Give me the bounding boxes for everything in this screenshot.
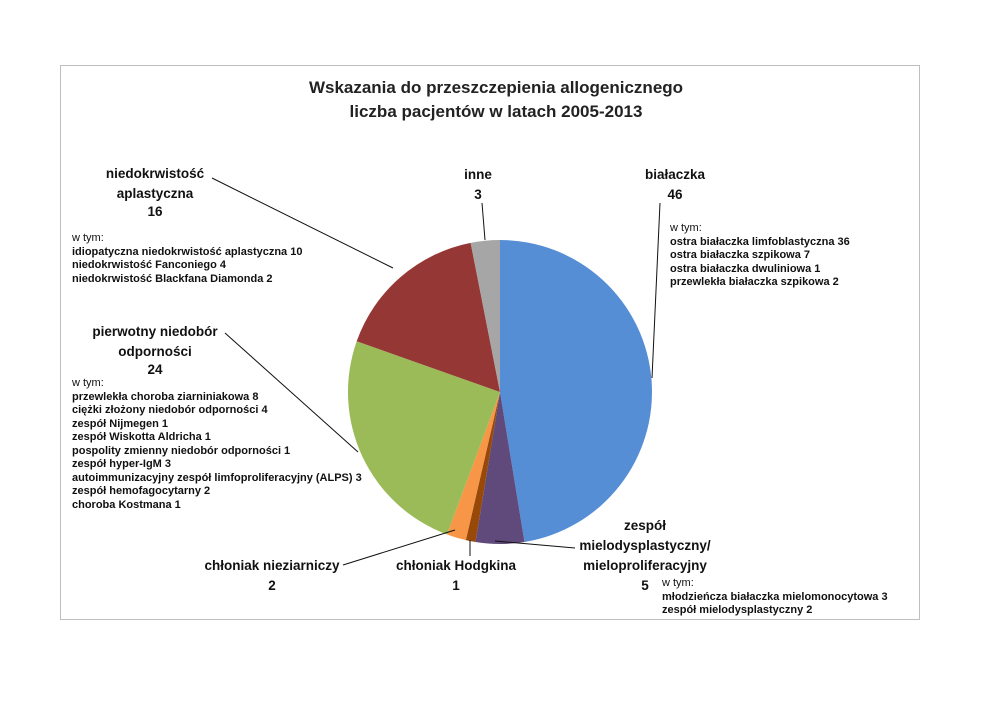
annotation-line: zespół hemofagocytarny 2 (72, 485, 211, 497)
slice-label: zespół mielodysplastyczny/ mieloprolifer… (579, 518, 711, 573)
slice-label: inne (464, 167, 492, 182)
chart-subtitle: liczba pacjentów w latach 2005-2013 (349, 102, 643, 121)
annotation-heading: w tym: (72, 377, 104, 389)
leader-line (211, 177, 394, 269)
annotation-heading: w tym: (72, 232, 104, 244)
annotation-line: niedokrwistość Blackfana Diamonda 2 (72, 272, 273, 285)
leader-line (494, 540, 576, 549)
annotation-line: młodzieńcza białaczka mielomonocytowa 3 (662, 590, 888, 603)
annotation-line: choroba Kostmana 1 (72, 498, 181, 511)
annotation: w tym: młodzieńcza białaczka mielomonocyt… (662, 577, 912, 618)
annotation-line: ostra białaczka szpikowa 7 (670, 249, 811, 261)
leader-line (342, 529, 456, 566)
chart-frame (60, 65, 920, 620)
annotation: w tym: ostra białaczka limfoblastyczna 36… (670, 222, 910, 290)
annotation-line: zespół hyper-IgM 3 (72, 458, 172, 470)
annotation-line: zespół Nijmegen 1 (72, 417, 168, 430)
leader-line (481, 202, 486, 241)
slice-value: 5 (641, 578, 649, 593)
annotation: w tym: idiopatyczna niedokrwistość aplast… (72, 232, 372, 286)
annotation-heading: w tym: (670, 222, 702, 234)
slice-value: 46 (667, 187, 683, 202)
annotation-heading: w tym: (662, 577, 694, 589)
annotation-line: idiopatyczna niedokrwistość aplastyczna … (72, 245, 303, 258)
pie-slice (356, 242, 500, 392)
annotation-line: zespół mielodysplastyczny 2 (662, 604, 813, 616)
pie-slice (470, 240, 500, 392)
annotation-line: przewlekła choroba ziarniniakowa 8 (72, 390, 259, 403)
annotation-line: przewlekła białaczka szpikowa 2 (670, 276, 839, 288)
pie-slice (465, 392, 500, 543)
leader-line (651, 202, 661, 379)
leader-line (224, 332, 359, 453)
annotation-line: niedokrwistość Fanconiego 4 (72, 259, 227, 271)
annotation: w tym: przewlekła choroba ziarniniakowa 8… (72, 377, 402, 512)
annotation-line: ciężki złożony niedobór odporności 4 (72, 404, 268, 416)
slice-value: 16 (147, 204, 163, 219)
annotation-line: zespół Wiskotta Aldricha 1 (72, 431, 211, 443)
slice-label: pierwotny niedobór odporności (92, 324, 218, 359)
pie-slice (446, 392, 500, 541)
annotation-line: pospolity zmienny niedobór odporności 1 (72, 444, 291, 457)
slice-value: 3 (474, 187, 482, 202)
pie-slice (500, 240, 652, 543)
slice-label: chłoniak Hodgkina (395, 558, 517, 573)
slice-label: chłoniak nieziarniczy (204, 558, 340, 573)
slice-label: niedokrwistość aplastyczna (105, 166, 205, 201)
slice-label: białaczka (644, 167, 706, 182)
pie-slice (348, 341, 500, 535)
slice-value: 24 (147, 362, 163, 377)
slice-value: 1 (452, 578, 460, 593)
pie-slice (475, 392, 525, 545)
annotation-line: autoimmunizacyjny zespół limfoproliferac… (72, 471, 362, 484)
annotation-line: ostra białaczka limfoblastyczna 36 (670, 235, 850, 248)
chart-title: Wskazania do przeszczepienia allogeniczn… (308, 78, 684, 97)
slice-value: 2 (268, 578, 276, 593)
annotation-line: ostra białaczka dwuliniowa 1 (670, 262, 821, 275)
